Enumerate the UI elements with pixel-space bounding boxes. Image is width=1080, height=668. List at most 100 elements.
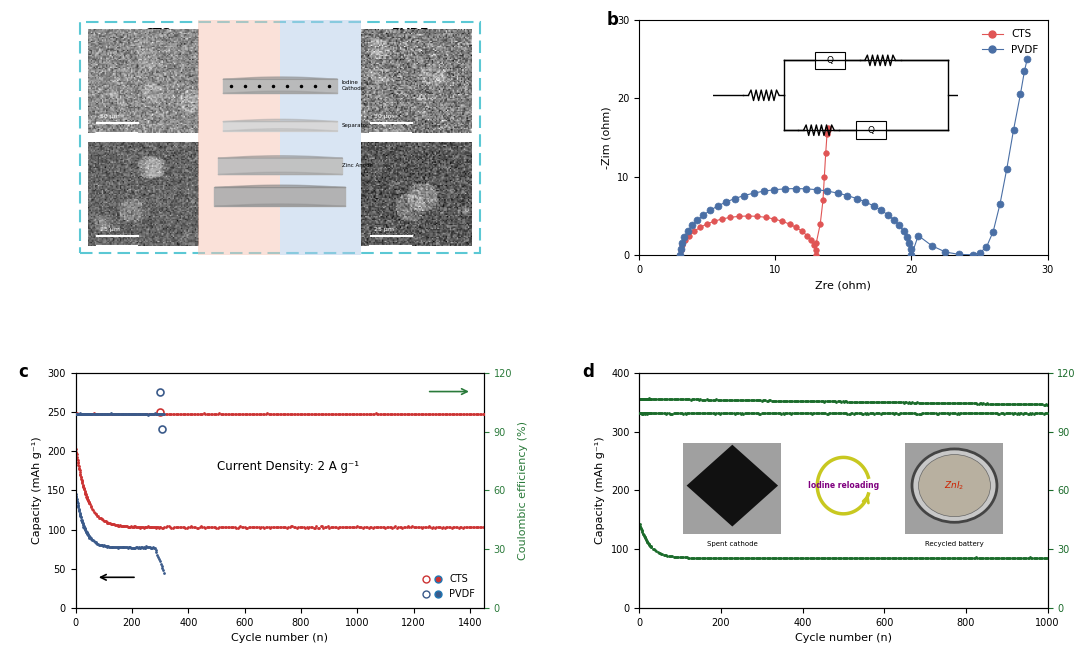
- Point: [382, 409, 400, 420]
- Point: [131, 408, 148, 419]
- Point: [798, 184, 815, 194]
- Point: [141, 522, 159, 532]
- Point: [76, 521, 93, 532]
- Point: [329, 522, 347, 533]
- Point: [881, 397, 899, 407]
- Point: [73, 516, 91, 527]
- Point: [635, 530, 652, 541]
- Point: [980, 553, 997, 564]
- Point: [285, 409, 302, 420]
- Point: [894, 397, 912, 407]
- Point: [1014, 399, 1031, 409]
- Point: [104, 409, 121, 420]
- Point: [769, 408, 786, 419]
- Point: [1011, 399, 1028, 409]
- Point: [861, 552, 878, 563]
- Point: [90, 409, 107, 420]
- Point: [845, 408, 862, 419]
- Point: [842, 408, 860, 419]
- Point: [157, 522, 174, 532]
- Point: [121, 409, 138, 420]
- Point: [391, 408, 408, 419]
- Point: [419, 409, 436, 420]
- Point: [670, 552, 687, 562]
- Point: [104, 409, 121, 420]
- Point: [261, 522, 279, 533]
- Point: [633, 524, 650, 534]
- Point: [636, 393, 653, 404]
- Point: [405, 522, 422, 532]
- Point: [238, 522, 255, 533]
- Point: [226, 409, 243, 420]
- Point: [634, 527, 651, 538]
- Point: [988, 552, 1005, 563]
- Point: [642, 407, 659, 418]
- Point: [97, 409, 114, 420]
- Point: [329, 409, 347, 420]
- Point: [773, 216, 791, 226]
- Point: [154, 522, 172, 533]
- Point: [639, 537, 657, 548]
- Point: [948, 552, 966, 563]
- Point: [765, 395, 782, 406]
- Point: [706, 408, 724, 419]
- Point: [295, 409, 312, 420]
- Point: [984, 398, 1001, 409]
- Point: [636, 532, 653, 543]
- Point: [211, 408, 228, 419]
- Point: [147, 409, 164, 420]
- Point: [890, 552, 907, 563]
- Point: [900, 552, 917, 563]
- Point: [69, 409, 86, 420]
- Point: [829, 408, 847, 419]
- Point: [416, 522, 433, 532]
- Point: [872, 408, 889, 419]
- Point: [907, 552, 924, 563]
- Point: [866, 553, 883, 564]
- Point: [80, 409, 97, 420]
- Point: [977, 398, 995, 409]
- Point: [256, 408, 273, 419]
- Point: [637, 393, 654, 404]
- Point: [448, 409, 465, 420]
- Point: [849, 553, 866, 564]
- Point: [446, 409, 463, 420]
- Point: [949, 408, 967, 419]
- Point: [234, 522, 252, 532]
- Point: [225, 408, 242, 419]
- Point: [460, 522, 477, 532]
- Point: [914, 552, 931, 563]
- Point: [804, 552, 821, 563]
- Point: [71, 465, 89, 476]
- Point: [235, 409, 253, 420]
- Point: [990, 408, 1008, 419]
- Point: [72, 474, 90, 484]
- Point: [146, 409, 163, 420]
- Point: [197, 522, 214, 533]
- Point: [685, 552, 702, 563]
- Point: [814, 552, 832, 563]
- Point: [954, 398, 971, 409]
- Point: [948, 398, 966, 409]
- Point: [184, 409, 201, 420]
- Point: [848, 193, 865, 204]
- Point: [998, 399, 1015, 409]
- Point: [246, 522, 264, 532]
- Point: [876, 397, 893, 407]
- Point: [70, 502, 87, 512]
- Point: [826, 396, 843, 407]
- Point: [1034, 552, 1051, 563]
- Point: [1013, 552, 1030, 563]
- Point: [93, 539, 110, 550]
- Point: [132, 409, 149, 420]
- Point: [847, 396, 864, 407]
- Point: [988, 398, 1005, 409]
- Point: [429, 521, 446, 532]
- Point: [768, 395, 785, 406]
- Point: [369, 408, 387, 419]
- Point: [86, 408, 104, 419]
- Point: [397, 409, 415, 420]
- Point: [767, 407, 784, 418]
- Point: [714, 395, 731, 405]
- Point: [926, 552, 943, 563]
